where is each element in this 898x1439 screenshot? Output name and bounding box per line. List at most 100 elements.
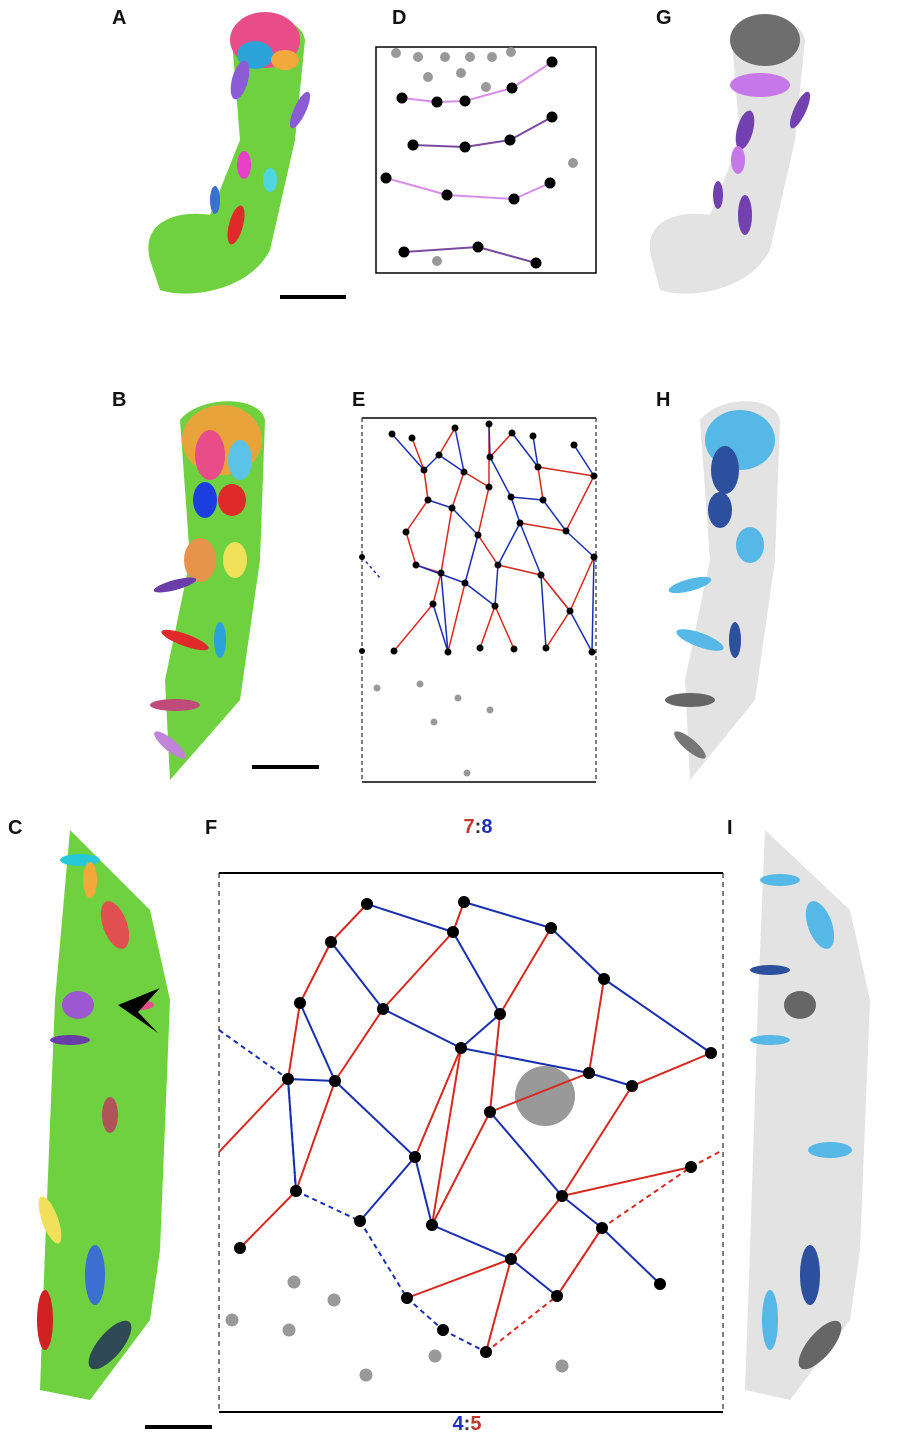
edge xyxy=(569,610,593,653)
edge xyxy=(330,941,384,1010)
node xyxy=(570,441,578,449)
edge xyxy=(287,1002,301,1080)
edge xyxy=(540,574,547,649)
panel-label: E xyxy=(352,389,365,411)
node xyxy=(287,1275,301,1289)
edge xyxy=(295,1190,361,1222)
edge xyxy=(513,182,551,200)
edge xyxy=(550,927,605,980)
node xyxy=(555,1359,569,1373)
node xyxy=(486,453,494,461)
edge xyxy=(431,1111,491,1226)
plant-a xyxy=(148,12,346,299)
node xyxy=(551,1290,563,1302)
edge xyxy=(519,522,542,576)
edge xyxy=(532,435,539,468)
node xyxy=(556,1190,568,1202)
edge xyxy=(510,496,521,524)
node xyxy=(437,1324,449,1336)
edge xyxy=(334,1008,384,1082)
edge xyxy=(382,1008,462,1049)
edge xyxy=(464,582,496,607)
edge xyxy=(431,1224,512,1260)
edge xyxy=(239,1190,297,1249)
panel-label: A xyxy=(112,7,126,29)
edge xyxy=(569,556,595,612)
edge xyxy=(440,572,449,653)
edge xyxy=(452,931,501,1015)
node xyxy=(396,92,408,104)
edge xyxy=(464,139,511,148)
node xyxy=(598,973,610,985)
edge xyxy=(423,454,440,471)
edge xyxy=(299,1002,336,1082)
edge xyxy=(442,1329,487,1353)
node xyxy=(487,52,497,62)
node xyxy=(494,561,502,569)
edge xyxy=(477,486,490,536)
edge xyxy=(405,499,429,533)
node xyxy=(654,1278,666,1290)
ratio-sep: : xyxy=(475,816,482,838)
edge xyxy=(510,1258,558,1297)
node xyxy=(504,134,516,146)
node xyxy=(325,936,337,948)
node xyxy=(416,680,424,688)
node xyxy=(588,648,596,656)
edge xyxy=(451,471,465,509)
node xyxy=(234,1242,246,1254)
edge xyxy=(511,432,539,468)
node xyxy=(596,1222,608,1234)
node xyxy=(461,579,469,587)
node xyxy=(486,706,494,714)
node xyxy=(485,483,493,491)
node xyxy=(412,561,420,569)
node xyxy=(391,48,401,58)
node xyxy=(546,56,558,68)
ratio-right: 5 xyxy=(470,1413,481,1435)
node xyxy=(510,645,518,653)
edge xyxy=(359,1156,416,1222)
ratio-e: 7:8 xyxy=(464,816,493,838)
edge xyxy=(431,1047,462,1226)
node xyxy=(458,896,470,908)
edge xyxy=(537,466,595,477)
edge xyxy=(510,496,544,501)
edge xyxy=(432,603,449,653)
edge xyxy=(411,437,425,471)
edge xyxy=(511,61,553,89)
node xyxy=(290,1185,302,1197)
edge xyxy=(542,499,567,532)
node xyxy=(539,496,547,504)
node xyxy=(388,430,396,438)
node xyxy=(426,1219,438,1231)
node xyxy=(361,898,373,910)
node xyxy=(537,571,545,579)
plant-h xyxy=(665,401,780,780)
edge xyxy=(287,1078,297,1192)
edge xyxy=(489,1111,563,1197)
node xyxy=(440,52,450,62)
edge xyxy=(447,582,466,653)
plant-b xyxy=(150,401,319,780)
edge xyxy=(446,194,515,200)
node xyxy=(685,1161,697,1173)
edge xyxy=(561,1195,603,1229)
edge xyxy=(573,444,595,477)
edge xyxy=(464,87,513,102)
edge xyxy=(588,1072,633,1087)
node xyxy=(460,468,468,476)
edge xyxy=(295,1080,336,1192)
panel-label: I xyxy=(727,817,733,839)
ratio-right: 8 xyxy=(481,816,492,838)
edge xyxy=(440,507,453,574)
edge xyxy=(565,530,595,558)
node xyxy=(359,648,365,654)
node xyxy=(413,52,423,62)
node xyxy=(508,429,516,437)
panel-label: G xyxy=(656,7,672,29)
node xyxy=(546,111,558,123)
node xyxy=(431,96,443,108)
node xyxy=(463,769,471,777)
node xyxy=(474,531,482,539)
